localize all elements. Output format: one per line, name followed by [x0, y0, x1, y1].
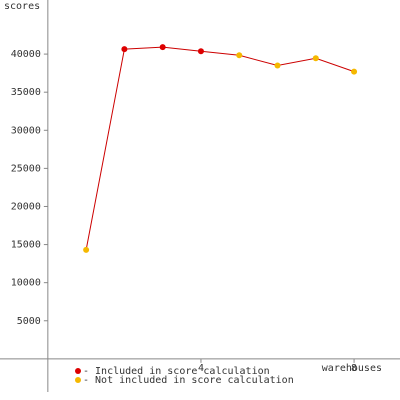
y-tick-label: 30000 — [11, 125, 41, 136]
point — [351, 68, 358, 75]
y-axis-label: scores — [4, 1, 40, 12]
y-tick-label: 25000 — [11, 163, 41, 174]
x-tick-label: 4 — [198, 363, 204, 374]
legend-label: - Not included in score calculation — [83, 375, 294, 386]
legend-label: - Included in score calculation — [83, 366, 270, 377]
point — [121, 46, 128, 53]
point — [312, 55, 319, 62]
x-tick-label: 8 — [351, 363, 357, 374]
y-tick-label: 35000 — [11, 87, 41, 98]
point — [236, 52, 243, 59]
point — [197, 48, 204, 55]
legend-marker — [75, 368, 81, 374]
y-tick-label: 10000 — [11, 278, 41, 289]
y-tick-label: 15000 — [11, 240, 41, 251]
legend-marker — [75, 377, 81, 383]
x-axis-label: warehouses — [322, 363, 382, 374]
line — [85, 46, 355, 250]
y-tick-label: 20000 — [11, 201, 41, 212]
point — [83, 246, 90, 253]
point — [159, 44, 166, 51]
y-tick-label: 5000 — [17, 316, 41, 327]
y-tick-label: 40000 — [11, 49, 41, 60]
point — [274, 62, 281, 69]
